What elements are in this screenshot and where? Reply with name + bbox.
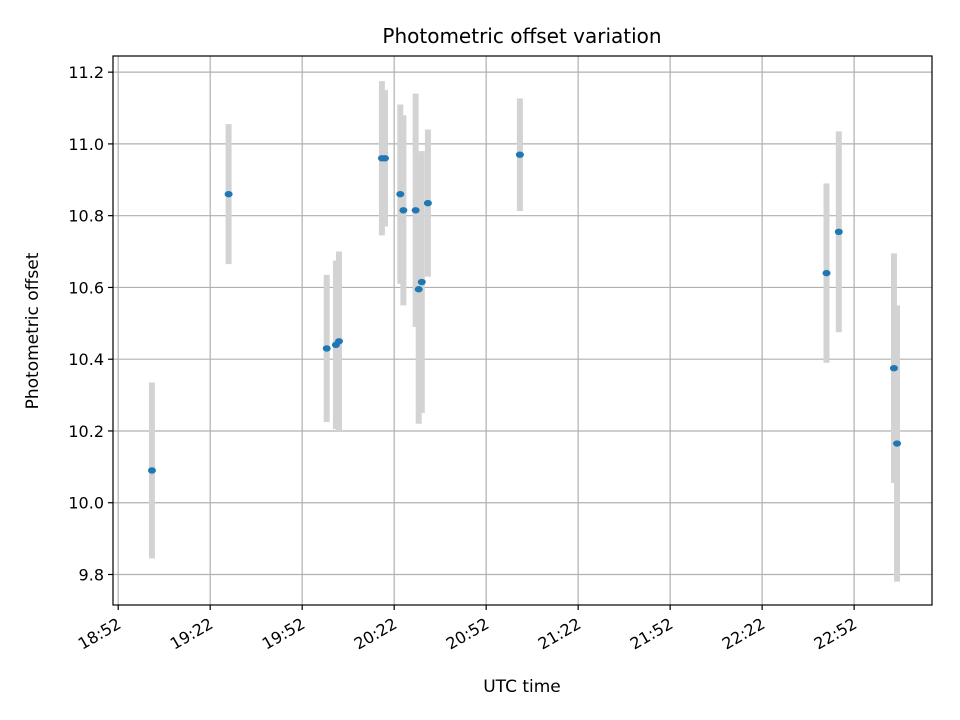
data-point [822,269,831,277]
data-point [380,155,389,162]
data-point [411,207,420,214]
data-point [414,286,423,293]
data-points [147,151,902,474]
data-point [147,467,156,474]
y-tick-label: 10.2 [68,422,104,441]
plot-frame [112,55,933,606]
y-tick-label: 11.2 [68,63,104,82]
chart-title: Photometric offset variation [382,24,661,48]
data-point [224,190,233,198]
data-point [396,190,405,198]
data-point [334,338,343,345]
data-point [889,364,898,372]
data-point [417,278,426,286]
y-tick-label: 10.6 [68,278,104,297]
data-point [834,228,843,236]
data-point [893,440,902,447]
y-axis-label: Photometric offset [23,252,43,409]
data-point [399,207,408,214]
data-point [423,199,432,207]
y-tick-label: 11.0 [68,135,104,154]
grid [113,56,932,605]
y-tick-label: 10.8 [68,207,104,226]
data-point [515,151,524,158]
y-tick-label: 10.0 [68,494,104,513]
y-tick-label: 9.8 [79,566,104,585]
y-tick-label: 10.4 [68,350,104,369]
data-point [322,345,331,352]
x-axis-label: UTC time [483,677,561,697]
